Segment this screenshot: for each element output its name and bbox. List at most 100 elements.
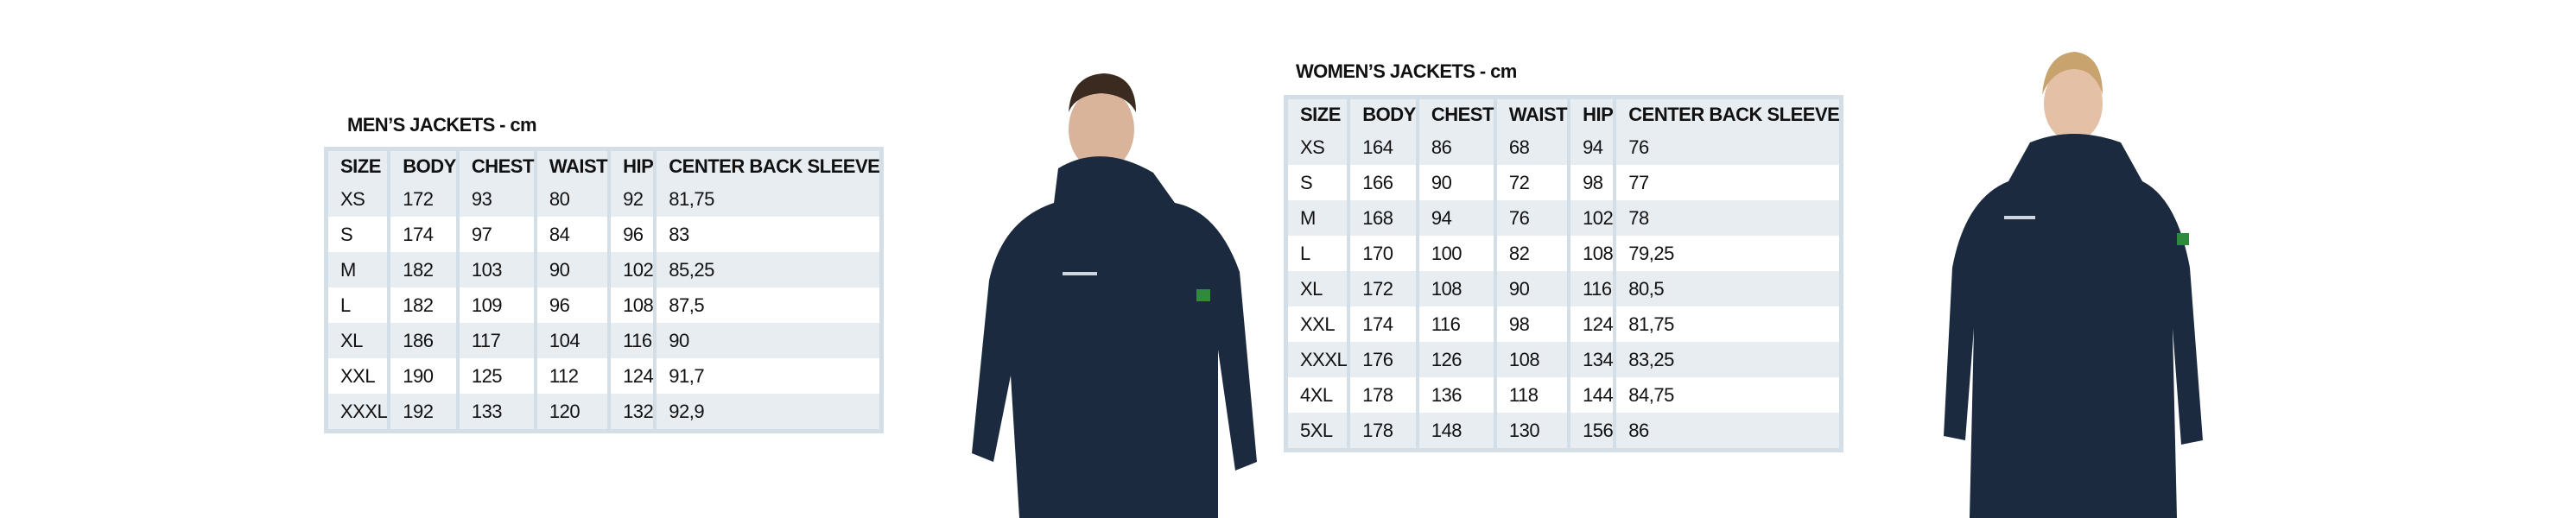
- table-cell: 192: [387, 394, 458, 432]
- table-cell: 93: [455, 181, 536, 217]
- table-cell: 78: [1613, 200, 1842, 236]
- table-cell: 103: [455, 252, 536, 287]
- table-cell: XS: [1284, 130, 1349, 165]
- table-cell: 174: [387, 217, 458, 252]
- table-cell: 168: [1347, 200, 1418, 236]
- column-header-waist: WAIST: [1493, 97, 1570, 130]
- table-cell: 126: [1415, 342, 1495, 377]
- table-cell: 82: [1493, 236, 1570, 271]
- table-cell: 96: [607, 217, 656, 252]
- table-cell: XL: [324, 323, 390, 358]
- table-cell: 96: [533, 287, 610, 323]
- table-cell: 116: [1415, 306, 1495, 342]
- table-cell: XXL: [1284, 306, 1349, 342]
- table-cell: 79,25: [1613, 236, 1842, 271]
- column-header-chest: CHEST: [1415, 97, 1495, 130]
- table-cell: 92,9: [653, 394, 882, 432]
- table-cell: 77: [1613, 165, 1842, 200]
- table-cell: XXXL: [324, 394, 390, 432]
- table-cell: 116: [607, 323, 656, 358]
- table-row: S 166 90 72 98 77: [1284, 165, 1842, 200]
- table-cell: 83,25: [1613, 342, 1842, 377]
- table-cell: 136: [1415, 377, 1495, 413]
- table-cell: S: [324, 217, 390, 252]
- table-cell: 178: [1347, 377, 1418, 413]
- womens-table-title: WOMEN’S JACKETS - cm: [1296, 60, 1517, 82]
- table-cell: 84: [533, 217, 610, 252]
- table-cell: 108: [1567, 236, 1615, 271]
- table-row: XL 186 117 104 116 90: [324, 323, 882, 358]
- table-cell: 176: [1347, 342, 1418, 377]
- mens-table-title: MEN’S JACKETS - cm: [347, 114, 537, 136]
- table-row: L 170 100 82 108 79,25: [1284, 236, 1842, 271]
- column-header-waist: WAIST: [533, 148, 610, 181]
- table-cell: 112: [533, 358, 610, 394]
- table-cell: 76: [1493, 200, 1570, 236]
- table-cell: 124: [1567, 306, 1615, 342]
- table-cell: 120: [533, 394, 610, 432]
- table-cell: 72: [1493, 165, 1570, 200]
- table-row: M 182 103 90 102 85,25: [324, 252, 882, 287]
- table-cell: 94: [1567, 130, 1615, 165]
- table-cell: 97: [455, 217, 536, 252]
- table-cell: 156: [1567, 413, 1615, 451]
- table-cell: 90: [1493, 271, 1570, 306]
- table-cell: 130: [1493, 413, 1570, 451]
- table-row: 4XL 178 136 118 144 84,75: [1284, 377, 1842, 413]
- table-cell: 186: [387, 323, 458, 358]
- table-cell: 84,75: [1613, 377, 1842, 413]
- table-cell: 117: [455, 323, 536, 358]
- table-cell: 81,75: [653, 181, 882, 217]
- table-cell: 68: [1493, 130, 1570, 165]
- table-cell: 80: [533, 181, 610, 217]
- table-cell: 125: [455, 358, 536, 394]
- table-row: XL 172 108 90 116 80,5: [1284, 271, 1842, 306]
- table-cell: 132: [607, 394, 656, 432]
- table-cell: 90: [1415, 165, 1495, 200]
- mens-size-table: SIZE BODY CHEST WAIST HIP CENTER BACK SLEEVE …: [324, 147, 885, 433]
- table-cell: 4XL: [1284, 377, 1349, 413]
- man-in-jacket-photo: [972, 73, 1257, 518]
- table-cell: 94: [1415, 200, 1495, 236]
- table-cell: L: [324, 287, 390, 323]
- column-header-body: BODY: [1347, 97, 1418, 130]
- womens-size-table: SIZE BODY CHEST WAIST HIP CENTER BACK SLEEVE …: [1284, 95, 1844, 452]
- column-header-hip: HIP: [607, 148, 656, 181]
- column-header-size: SIZE: [1284, 97, 1349, 130]
- column-header-body: BODY: [387, 148, 458, 181]
- table-row: XXXL 176 126 108 134 83,25: [1284, 342, 1842, 377]
- table-cell: 86: [1415, 130, 1495, 165]
- table-cell: 166: [1347, 165, 1418, 200]
- table-row: XXXL 192 133 120 132 92,9: [324, 394, 882, 432]
- table-cell: 108: [607, 287, 656, 323]
- table-cell: XS: [324, 181, 390, 217]
- table-cell: 190: [387, 358, 458, 394]
- table-cell: 124: [607, 358, 656, 394]
- table-cell: M: [1284, 200, 1349, 236]
- table-cell: 98: [1493, 306, 1570, 342]
- table-cell: XXL: [324, 358, 390, 394]
- table-cell: 98: [1567, 165, 1615, 200]
- table-cell: 92: [607, 181, 656, 217]
- table-row: 5XL 178 148 130 156 86: [1284, 413, 1842, 451]
- table-cell: 80,5: [1613, 271, 1842, 306]
- table-cell: 164: [1347, 130, 1418, 165]
- table-cell: 182: [387, 287, 458, 323]
- table-row: M 168 94 76 102 78: [1284, 200, 1842, 236]
- column-header-hip: HIP: [1567, 97, 1615, 130]
- column-header-size: SIZE: [324, 148, 390, 181]
- table-cell: 90: [533, 252, 610, 287]
- table-row: XS 164 86 68 94 76: [1284, 130, 1842, 165]
- table-cell: 182: [387, 252, 458, 287]
- column-header-center-back-sleeve: CENTER BACK SLEEVE: [1613, 97, 1842, 130]
- table-cell: 108: [1415, 271, 1495, 306]
- table-row: XXL 190 125 112 124 91,7: [324, 358, 882, 394]
- table-cell: 133: [455, 394, 536, 432]
- table-cell: 144: [1567, 377, 1615, 413]
- table-cell: 102: [1567, 200, 1615, 236]
- table-header-row: SIZE BODY CHEST WAIST HIP CENTER BACK SLEEVE: [1284, 97, 1842, 130]
- table-cell: 76: [1613, 130, 1842, 165]
- table-cell: 116: [1567, 271, 1615, 306]
- table-cell: L: [1284, 236, 1349, 271]
- table-cell: 5XL: [1284, 413, 1349, 451]
